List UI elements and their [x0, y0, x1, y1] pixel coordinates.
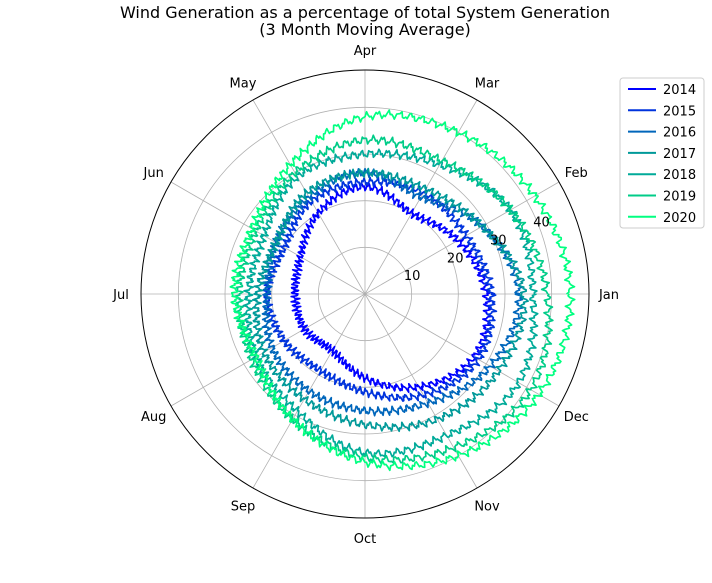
month-label-jul: Jul	[112, 288, 129, 303]
series-line-2016	[261, 167, 524, 417]
month-label-sep: Sep	[231, 499, 256, 514]
polar-frame	[140, 69, 590, 519]
month-label-dec: Dec	[564, 410, 589, 425]
month-label-jun: Jun	[143, 166, 164, 181]
series-line-2019	[233, 134, 554, 465]
legend-label-2015: 2015	[663, 104, 696, 119]
series-lines	[229, 109, 576, 472]
month-label-oct: Oct	[354, 532, 376, 547]
theta-grid-line	[364, 181, 560, 295]
legend-label-2020: 2020	[663, 211, 696, 226]
legend-label-2016: 2016	[663, 126, 696, 141]
series-line-2014	[290, 182, 493, 394]
chart-title: Wind Generation as a percentage of total…	[120, 3, 610, 22]
month-label-feb: Feb	[565, 166, 588, 181]
theta-grid-line	[170, 293, 366, 407]
legend-box	[619, 77, 705, 229]
r-tick-label-30: 30	[490, 233, 507, 248]
series-line-2015	[262, 176, 498, 402]
axis-labels: Jan Feb Mar Apr May Jun Jul Aug Sep Oct Nov Dec 10 20…	[112, 44, 619, 547]
polar-grid	[140, 69, 590, 519]
series-line-2017	[251, 167, 529, 433]
month-label-aug: Aug	[141, 410, 166, 425]
month-label-mar: Mar	[475, 77, 500, 92]
legend: 2014 2015 2016 2017 2018 2019 2020	[619, 77, 705, 229]
r-tick-label-20: 20	[447, 251, 464, 266]
month-label-jan: Jan	[598, 288, 619, 303]
legend-label-2019: 2019	[663, 190, 696, 205]
month-label-may: May	[230, 77, 257, 92]
theta-grid-line	[252, 293, 366, 489]
month-label-nov: Nov	[474, 499, 500, 514]
month-label-apr: Apr	[354, 44, 377, 59]
legend-label-2014: 2014	[663, 83, 696, 98]
series-line-2020	[229, 109, 576, 472]
theta-grid-line	[170, 181, 366, 295]
theta-grid-line	[364, 99, 478, 295]
chart-subtitle: (3 Month Moving Average)	[259, 20, 471, 39]
legend-label-2017: 2017	[663, 147, 696, 162]
r-tick-label-10: 10	[404, 269, 421, 284]
r-tick-label-40: 40	[533, 216, 550, 231]
legend-label-2018: 2018	[663, 168, 696, 183]
theta-grid-line	[364, 293, 560, 407]
